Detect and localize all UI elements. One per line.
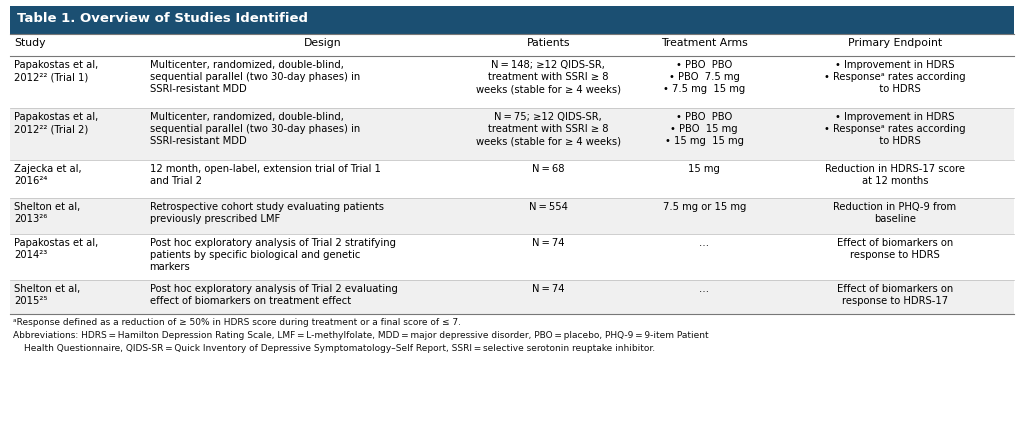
Bar [10,160,1014,198]
Text: • Improvement in HDRS
• Responseᵃ rates according
   to HDRS: • Improvement in HDRS • Responseᵃ rates … [824,60,966,94]
Text: 15 mg: 15 mg [688,164,720,174]
Bar [10,198,1014,234]
Text: • PBO  PBO
• PBO  7.5 mg
• 7.5 mg  15 mg: • PBO PBO • PBO 7.5 mg • 7.5 mg 15 mg [664,60,745,94]
Text: N = 148; ≥12 QIDS-SR,
treatment with SSRI ≥ 8
weeks (stable for ≥ 4 weeks): N = 148; ≥12 QIDS-SR, treatment with SSR… [475,60,621,94]
Text: Retrospective cohort study evaluating patients
previously prescribed LMF: Retrospective cohort study evaluating pa… [150,202,384,224]
Text: Post hoc exploratory analysis of Trial 2 evaluating
effect of biomarkers on trea: Post hoc exploratory analysis of Trial 2… [150,284,397,306]
Text: N = 68: N = 68 [531,164,564,174]
Text: N = 75; ≥12 QIDS-SR,
treatment with SSRI ≥ 8
weeks (stable for ≥ 4 weeks): N = 75; ≥12 QIDS-SR, treatment with SSRI… [475,112,621,146]
Text: Effect of biomarkers on
response to HDRS-17: Effect of biomarkers on response to HDRS… [837,284,953,306]
Text: N = 74: N = 74 [531,238,564,248]
Text: …: … [699,238,710,248]
Text: Post hoc exploratory analysis of Trial 2 stratifying
patients by specific biolog: Post hoc exploratory analysis of Trial 2… [150,238,395,272]
Text: Study: Study [14,38,45,48]
Text: 12 month, open-label, extension trial of Trial 1
and Trial 2: 12 month, open-label, extension trial of… [150,164,380,186]
Text: Multicenter, randomized, double-blind,
sequential parallel (two 30-day phases) i: Multicenter, randomized, double-blind, s… [150,112,359,146]
Text: N = 554: N = 554 [528,202,567,212]
Bar [10,234,1014,280]
Bar [10,34,1014,56]
Text: Papakostas et al,
2014²³: Papakostas et al, 2014²³ [14,238,98,260]
Text: Papakostas et al,
2012²² (Trial 1): Papakostas et al, 2012²² (Trial 1) [14,60,98,82]
Bar [10,108,1014,160]
Text: • PBO  PBO
• PBO  15 mg
• 15 mg  15 mg: • PBO PBO • PBO 15 mg • 15 mg 15 mg [665,112,743,146]
Bar [10,6,1014,34]
Text: Shelton et al,
2013²⁶: Shelton et al, 2013²⁶ [14,202,80,224]
Text: Design: Design [304,38,341,48]
Text: ᵃResponse defined as a reduction of ≥ 50% in HDRS score during treatment or a fi: ᵃResponse defined as a reduction of ≥ 50… [13,318,461,327]
Text: Patients: Patients [526,38,570,48]
Text: • Improvement in HDRS
• Responseᵃ rates according
   to HDRS: • Improvement in HDRS • Responseᵃ rates … [824,112,966,146]
Text: Effect of biomarkers on
response to HDRS: Effect of biomarkers on response to HDRS [837,238,953,260]
Bar [10,56,1014,108]
Text: Treatment Arms: Treatment Arms [660,38,748,48]
Text: Papakostas et al,
2012²² (Trial 2): Papakostas et al, 2012²² (Trial 2) [14,112,98,134]
Text: Table 1. Overview of Studies Identified: Table 1. Overview of Studies Identified [17,12,308,25]
Text: Abbreviations: HDRS = Hamilton Depression Rating Scale, LMF = L-methylfolate, MD: Abbreviations: HDRS = Hamilton Depressio… [13,331,709,340]
Text: Reduction in HDRS-17 score
at 12 months: Reduction in HDRS-17 score at 12 months [825,164,965,186]
Text: Health Questionnaire, QIDS-SR = Quick Inventory of Depressive Symptomatology–Sel: Health Questionnaire, QIDS-SR = Quick In… [24,344,655,353]
Text: Multicenter, randomized, double-blind,
sequential parallel (two 30-day phases) i: Multicenter, randomized, double-blind, s… [150,60,359,94]
Text: 7.5 mg or 15 mg: 7.5 mg or 15 mg [663,202,745,212]
Text: Primary Endpoint: Primary Endpoint [848,38,942,48]
Text: N = 74: N = 74 [531,284,564,294]
Text: Reduction in PHQ-9 from
baseline: Reduction in PHQ-9 from baseline [834,202,956,224]
Text: Shelton et al,
2015²⁵: Shelton et al, 2015²⁵ [14,284,80,306]
Bar [10,280,1014,314]
Text: Zajecka et al,
2016²⁴: Zajecka et al, 2016²⁴ [14,164,82,186]
Text: …: … [699,284,710,294]
